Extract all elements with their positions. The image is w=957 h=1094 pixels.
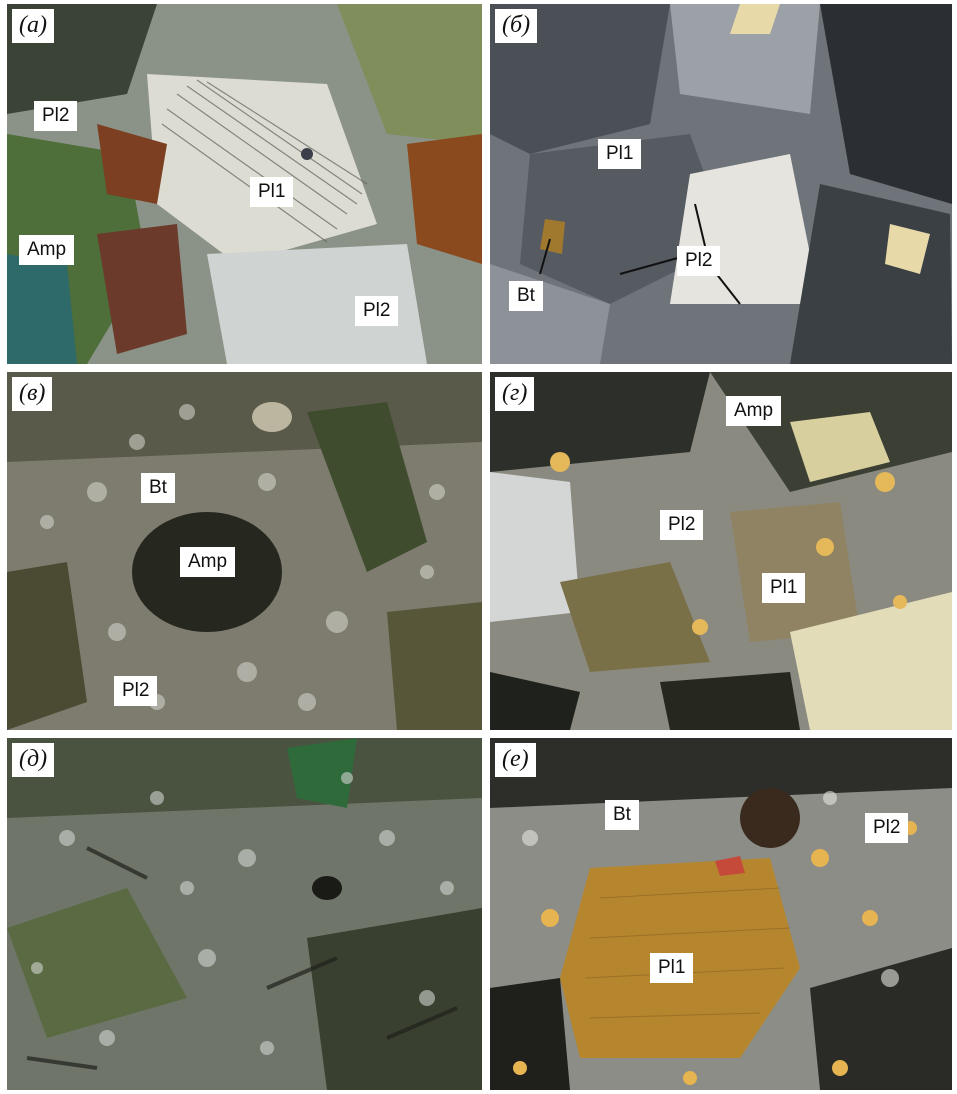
panel-tag: (д) bbox=[12, 743, 55, 777]
label-bt: Bt bbox=[141, 473, 175, 503]
panel-tag: (г) bbox=[495, 377, 535, 411]
label-pl1: Pl1 bbox=[650, 953, 694, 983]
micrograph-e bbox=[490, 738, 952, 1090]
panel-tag: (а) bbox=[12, 9, 54, 43]
micrograph-d bbox=[7, 738, 482, 1090]
micrograph-b bbox=[490, 4, 952, 364]
panel-b: (б) Pl1 Pl2 Bt bbox=[490, 4, 952, 364]
label-pl1: Pl1 bbox=[762, 573, 806, 603]
label-pl2: Pl2 bbox=[865, 813, 909, 843]
label-pl2: Pl2 bbox=[34, 101, 78, 131]
panel-a: (а) Pl2 Pl1 Amp Pl2 bbox=[7, 4, 482, 364]
panel-tag: (б) bbox=[495, 9, 538, 43]
label-amp: Amp bbox=[180, 547, 236, 577]
panel-tag: (е) bbox=[495, 743, 536, 777]
panel-e: (е) Bt Pl2 Pl1 bbox=[490, 738, 952, 1090]
label-pl1: Pl1 bbox=[250, 177, 294, 207]
label-amp: Amp bbox=[19, 235, 75, 265]
panel-g: (г) Amp Pl2 Pl1 bbox=[490, 372, 952, 730]
label-amp: Amp bbox=[726, 396, 782, 426]
panel-d: (д) bbox=[7, 738, 482, 1090]
label-pl2: Pl2 bbox=[677, 246, 721, 276]
label-pl2: Pl2 bbox=[114, 676, 158, 706]
label-bt: Bt bbox=[605, 800, 639, 830]
panel-tag: (в) bbox=[12, 377, 53, 411]
panel-v: (в) Bt Amp Pl2 bbox=[7, 372, 482, 730]
micrograph-g bbox=[490, 372, 952, 730]
label-pl2: Pl2 bbox=[660, 510, 704, 540]
micrograph-a bbox=[7, 4, 482, 364]
label-pl2: Pl2 bbox=[355, 296, 399, 326]
micrograph-v bbox=[7, 372, 482, 730]
label-pl1: Pl1 bbox=[598, 139, 642, 169]
label-bt: Bt bbox=[509, 281, 543, 311]
